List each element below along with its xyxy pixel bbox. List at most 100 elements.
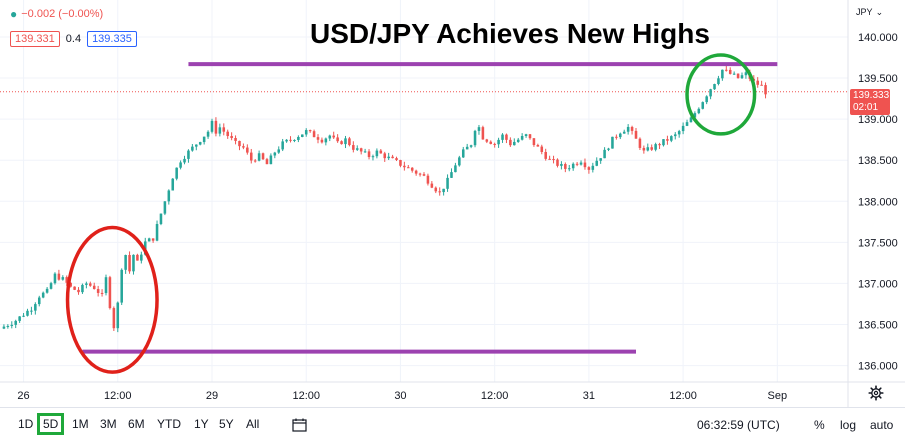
bottom-toolbar: 1D 5D 1M 3M 6M YTD 1Y 5Y All 06:32:59 (U… — [0, 407, 905, 442]
candle-body — [430, 183, 434, 188]
candle-body — [140, 254, 143, 261]
range-button-1m[interactable]: 1M — [72, 417, 89, 431]
candle-body — [202, 136, 206, 143]
candle-body — [116, 302, 120, 329]
candle-body — [30, 310, 33, 312]
candle-body — [615, 136, 618, 138]
y-tick-label: 137.000 — [858, 278, 898, 290]
candle-body — [359, 148, 363, 152]
candle-body — [407, 167, 410, 169]
candle-body — [183, 158, 186, 163]
candle-body — [344, 138, 347, 145]
candle-body — [552, 159, 555, 161]
candle-body — [717, 78, 720, 85]
candle-body — [265, 159, 269, 165]
candle-body — [485, 139, 489, 142]
range-button-1d[interactable]: 1D — [18, 417, 34, 431]
candle-body — [320, 139, 324, 143]
candle-body — [642, 147, 646, 151]
y-tick-label: 138.000 — [858, 196, 898, 208]
x-tick-label: Sep — [768, 390, 788, 402]
candle-body — [524, 134, 528, 136]
log-toggle[interactable]: log — [840, 418, 857, 432]
candle-body — [461, 149, 465, 158]
candle-body — [10, 324, 14, 326]
ask-price-button[interactable]: 139.335 — [87, 31, 137, 47]
quote-row: 139.331 0.4 139.335 — [10, 31, 137, 47]
x-tick-label: 30 — [394, 390, 406, 402]
y-tick-label: 138.500 — [858, 155, 898, 167]
candle-body — [670, 136, 673, 141]
range-button-5d[interactable]: 5D — [37, 413, 65, 435]
candle-body — [6, 325, 10, 327]
auto-toggle[interactable]: auto — [870, 418, 894, 432]
candle-body — [477, 127, 481, 131]
range-button-ytd[interactable]: YTD — [157, 417, 181, 431]
candle-body — [136, 254, 139, 261]
red-circle — [65, 225, 159, 374]
range-button-5y[interactable]: 5Y — [219, 417, 234, 431]
range-button-all[interactable]: All — [246, 417, 260, 431]
percent-toggle[interactable]: % — [814, 418, 825, 432]
candle-body — [132, 254, 135, 272]
candle-body — [658, 144, 661, 146]
candle-body — [646, 147, 650, 151]
candle-body — [673, 134, 677, 137]
candle-body — [49, 283, 53, 289]
x-tick-label: 31 — [583, 390, 595, 402]
candle-body — [516, 139, 520, 142]
time-readout[interactable]: 06:32:59 (UTC) — [697, 418, 780, 432]
candle-body — [583, 162, 587, 168]
candle-body — [426, 175, 430, 184]
chart[interactable]: 140.000 139.500 139.000 138.500 138.000 137.5… — [0, 0, 905, 407]
candle-body — [501, 134, 504, 140]
current-price-label: 139.333 — [853, 90, 890, 101]
candle-body — [528, 134, 532, 139]
candle-body — [61, 277, 65, 280]
candle-body — [548, 158, 551, 160]
candle-body — [571, 163, 575, 169]
candle-body — [293, 139, 296, 141]
candle-body — [340, 141, 343, 145]
candle-body — [26, 310, 29, 316]
candle-body — [721, 69, 724, 79]
candle-body — [352, 145, 355, 150]
range-button-6m[interactable]: 6M — [128, 417, 145, 431]
candle-body — [65, 277, 69, 283]
candle-body — [155, 224, 159, 241]
candle-body — [77, 289, 80, 293]
candle-body — [45, 288, 49, 293]
calendar-icon[interactable] — [292, 418, 307, 432]
candle-body — [662, 139, 665, 146]
candle-body — [689, 117, 693, 123]
candle-body — [473, 130, 477, 146]
range-button-1y[interactable]: 1Y — [194, 417, 209, 431]
candle-body — [198, 142, 202, 145]
candle-body — [18, 316, 21, 321]
candle-body — [638, 138, 642, 148]
candle-body — [709, 89, 712, 97]
candle-body — [191, 146, 194, 151]
candle-body — [120, 269, 123, 303]
candle-body — [206, 131, 210, 137]
candles — [2, 65, 767, 333]
currency-selector[interactable]: JPY ⌄ — [856, 6, 883, 18]
candle-body — [693, 113, 697, 118]
candle-body — [22, 315, 25, 317]
candle-body — [520, 135, 524, 140]
range-button-3m[interactable]: 3M — [100, 417, 117, 431]
candle-body — [619, 133, 622, 138]
candle-body — [654, 144, 657, 150]
candle-body — [246, 147, 249, 153]
candle-body — [285, 139, 288, 142]
candle-body — [297, 136, 300, 140]
candle-body — [112, 308, 116, 329]
gear-icon[interactable] — [868, 385, 884, 401]
candle-body — [336, 137, 339, 142]
candle-body — [701, 102, 705, 109]
bid-price-button[interactable]: 139.331 — [10, 31, 60, 47]
candle-body — [179, 162, 182, 168]
candle-body — [210, 120, 214, 132]
candle-body — [666, 139, 669, 141]
candle-body — [312, 131, 316, 138]
